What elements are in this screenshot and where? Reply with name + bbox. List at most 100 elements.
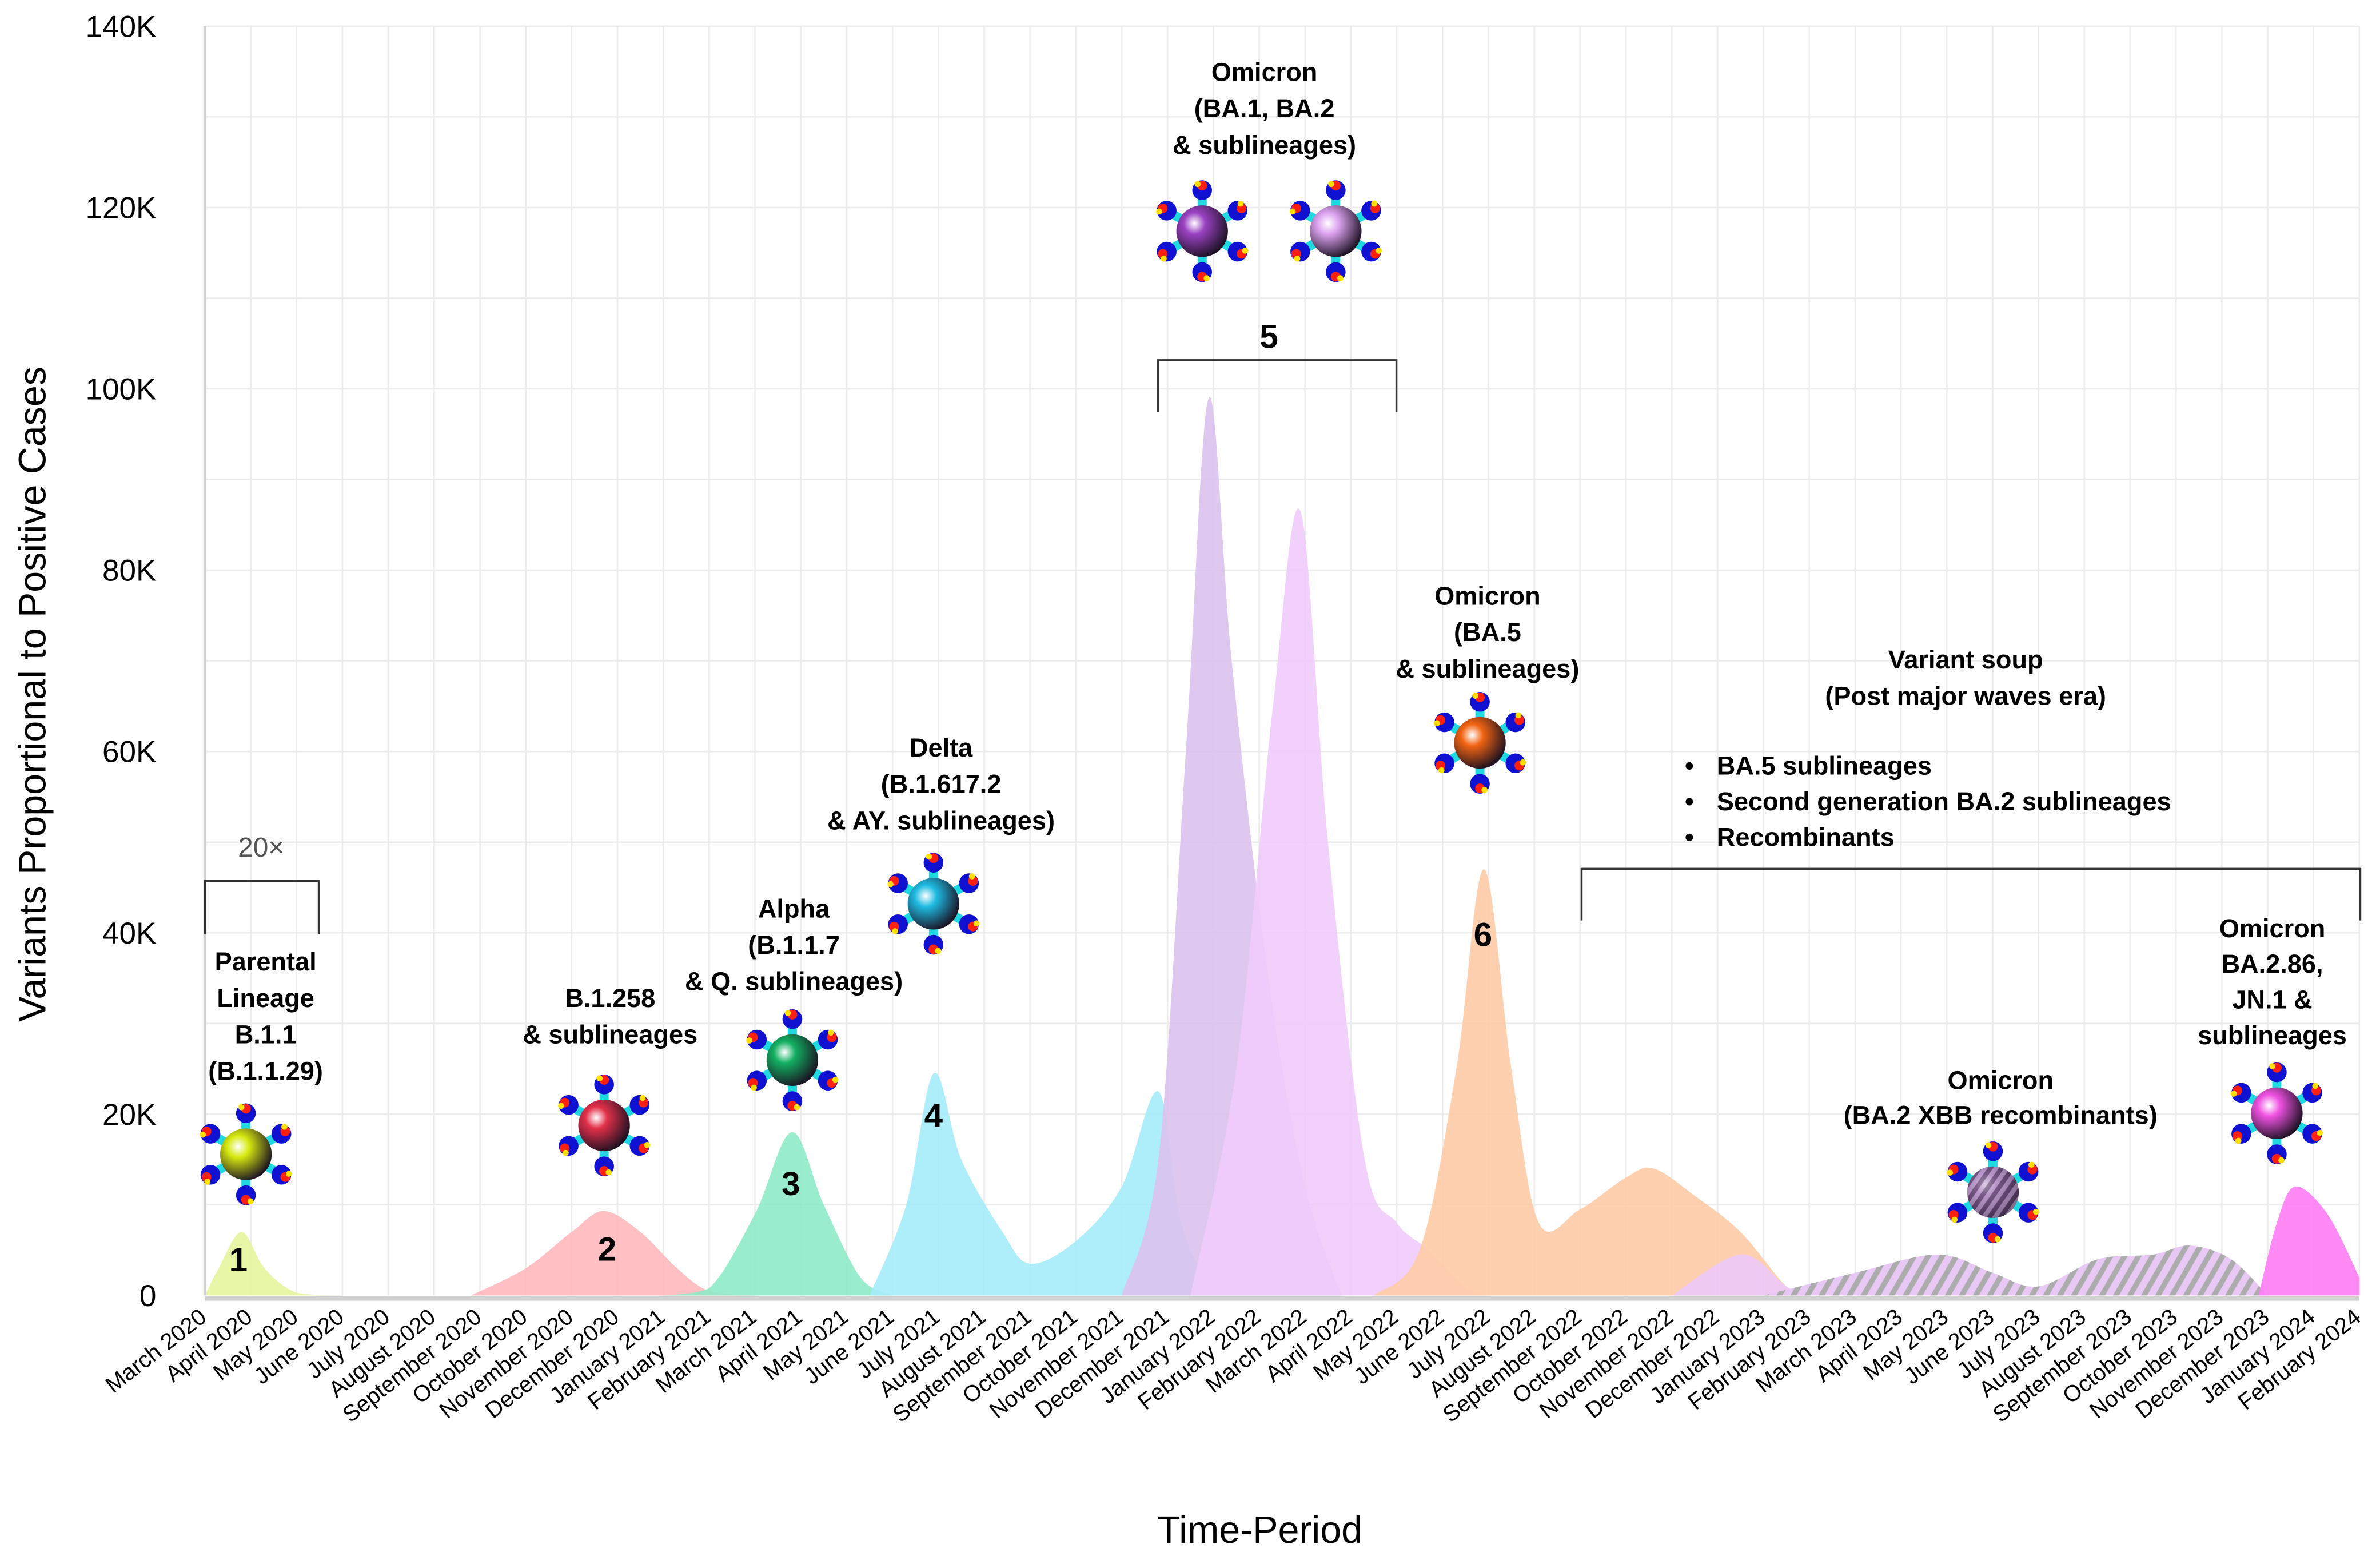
spike-tip-yellow — [832, 1076, 839, 1083]
variant-soup-bullet: BA.5 sublineages — [1717, 751, 1932, 781]
virus-sphere — [220, 1128, 272, 1180]
xbb-label: Omicron — [1947, 1065, 2054, 1095]
area-series-2 — [663, 1132, 893, 1296]
spike-tip-yellow — [563, 1149, 569, 1156]
bracket-wave1 — [204, 880, 320, 934]
spike-tip-yellow — [1515, 712, 1522, 719]
spike-tip-yellow — [784, 1010, 791, 1016]
spike-tip-yellow — [1161, 255, 1167, 262]
virus-icon-ba2 — [1289, 180, 1382, 282]
wave-number-wave5: 5 — [1259, 319, 1278, 356]
y-tick-label: 0 — [139, 1279, 157, 1313]
y-tick-label: 100K — [85, 373, 156, 407]
wave2-label: B.1.258 — [565, 984, 655, 1013]
spike-tip-yellow — [247, 1198, 254, 1205]
spike-tip-yellow — [2269, 1063, 2275, 1069]
wave2-label: & sublineages — [523, 1020, 697, 1049]
virus-icon-alpha — [746, 1009, 839, 1111]
wave-number-wave6: 6 — [1474, 917, 1492, 954]
spike-tip-yellow — [1994, 1236, 2001, 1243]
spike-tip-yellow — [2032, 1208, 2039, 1215]
wave6-label: & sublineages) — [1396, 654, 1579, 683]
spike-tip-yellow — [1947, 1169, 1954, 1176]
spike-tip-yellow — [2278, 1157, 2285, 1164]
spike-tip-yellow — [204, 1179, 211, 1185]
spike-tip-yellow — [1985, 1142, 1992, 1148]
y-tick-label: 20K — [102, 1098, 156, 1132]
spike-tip-yellow — [1337, 275, 1344, 281]
variant-soup-label: (Post major waves era) — [1825, 682, 2106, 711]
y-tick-label: 140K — [85, 10, 156, 43]
area-series-4 — [1122, 397, 1342, 1296]
area-series-3 — [870, 1072, 1214, 1296]
spike-tip-yellow — [827, 1029, 834, 1036]
spike-tip-yellow — [639, 1095, 646, 1101]
bullet-marker: • — [1685, 822, 1694, 851]
spike-tip-yellow — [935, 948, 942, 954]
area-series-5 — [1190, 508, 1489, 1296]
spike-tip-yellow — [1434, 720, 1440, 727]
y-axis-title: Variants Proportional to Positive Cases — [12, 367, 54, 1022]
virus-icon-jn1 — [2230, 1062, 2323, 1164]
variant-soup-bullet: Recombinants — [1717, 822, 1895, 851]
bullet-marker: • — [1685, 787, 1694, 816]
spike-tip-yellow — [2230, 1091, 2237, 1097]
virus-sphere — [907, 878, 959, 930]
wave1-label: Lineage — [217, 984, 314, 1013]
spike-tip-yellow — [1376, 248, 1382, 254]
spike-tip-yellow — [281, 1124, 288, 1130]
bracket-wave5 — [1157, 359, 1398, 412]
spike-tip-yellow — [892, 928, 898, 934]
virus-icon-xbb — [1947, 1141, 2039, 1243]
wave3-label: & Q. sublineages) — [685, 967, 903, 996]
virus-icon-b1258 — [558, 1075, 651, 1176]
spike-tip-yellow — [1156, 208, 1162, 215]
spike-tip-yellow — [2312, 1083, 2319, 1089]
virus-icon-parental — [200, 1103, 292, 1205]
spike-tip-yellow — [605, 1169, 612, 1176]
wave-number-wave1: 1 — [229, 1241, 248, 1279]
spike-tip-yellow — [1237, 200, 1244, 207]
wave4-label: (B.1.617.2 — [881, 770, 1002, 799]
y-tick-label: 80K — [102, 554, 156, 588]
spike-tip-yellow — [746, 1037, 752, 1044]
variant-soup-label: Variant soup — [1888, 645, 2043, 674]
spike-tip-yellow — [1194, 181, 1201, 188]
spike-tip-yellow — [644, 1141, 651, 1148]
virus-icon-ba5 — [1434, 692, 1526, 794]
area-series-0 — [205, 1232, 342, 1296]
spike-tip-yellow — [1520, 759, 1526, 766]
spike-tip-yellow — [1203, 275, 1210, 281]
spike-tip-yellow — [1328, 181, 1334, 188]
virus-sphere — [1310, 205, 1362, 257]
series-areas — [205, 397, 2359, 1296]
jn1-label: sublineages — [2198, 1021, 2347, 1050]
bullet-marker: • — [1685, 751, 1694, 781]
y-tick-label: 120K — [85, 191, 156, 225]
spike-tip-yellow — [751, 1084, 757, 1091]
virus-sphere-stripes — [1967, 1166, 2019, 1218]
virus-sphere — [2251, 1087, 2303, 1139]
area-series-9 — [2258, 1186, 2359, 1296]
wave6-label: Omicron — [1434, 581, 1541, 610]
spike-tip-yellow — [558, 1103, 564, 1109]
spike-tip-yellow — [926, 853, 932, 860]
spike-tip-yellow — [1371, 200, 1377, 207]
variant-soup-bullet: Second generation BA.2 sublineages — [1717, 787, 2171, 816]
spike-tip-yellow — [1294, 255, 1301, 262]
spike-tip-yellow — [2235, 1137, 2242, 1144]
jn1-label: JN.1 & — [2232, 985, 2312, 1014]
spike-tip-yellow — [2317, 1129, 2323, 1136]
annotations: 20× Parental Lineage B.1.1 (B.1.1.29) 1 B.1.25… — [204, 57, 2362, 1279]
spike-tip-yellow — [286, 1171, 292, 1177]
y-tick-label: 60K — [102, 735, 156, 769]
wave1-label: (B.1.1.29) — [208, 1056, 323, 1085]
wave5-label: Omicron — [1211, 57, 1318, 86]
spike-tip-yellow — [887, 881, 894, 888]
wave-number-wave4: 4 — [924, 1097, 943, 1135]
wave5-label: & sublineages) — [1173, 130, 1356, 160]
jn1-label: Omicron — [2219, 914, 2326, 943]
spike-tip-yellow — [238, 1104, 245, 1111]
wave5-label: (BA.1, BA.2 — [1194, 94, 1335, 123]
